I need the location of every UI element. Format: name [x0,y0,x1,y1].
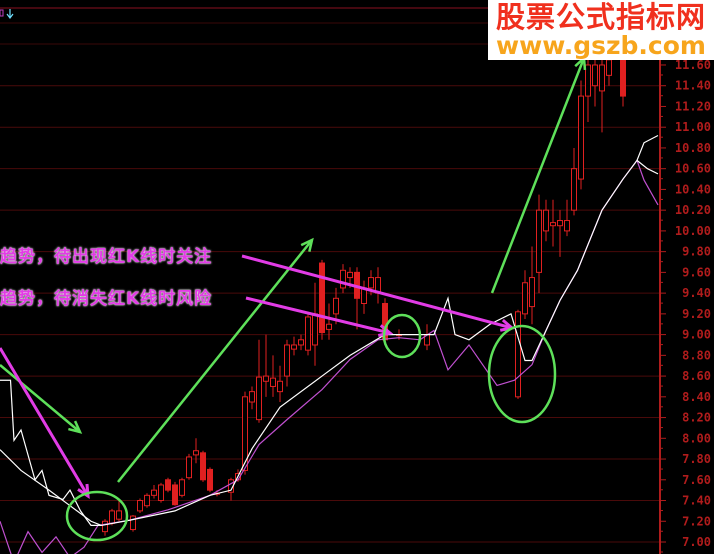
candle-up [109,510,115,524]
y-tick-label: 8.40 [682,390,711,404]
y-tick-label: 8.80 [682,348,711,362]
y-tick-label: 10.20 [675,203,711,217]
candle-up [536,209,542,273]
y-tick-label: 10.40 [675,182,711,196]
ma-fast-line-3 [636,159,659,175]
candle-up [368,277,374,289]
candle-up [158,484,164,502]
y-tick-label: 7.60 [682,473,711,487]
y-tick-label: 7.80 [682,452,711,466]
candle-up [312,313,318,346]
candle-down [319,262,325,334]
formula-box-icon [0,9,4,17]
green-arrow-up-1 [117,239,313,483]
candle-up [564,220,570,232]
candle-up [606,59,612,76]
candle-up [179,479,185,496]
candle-up [186,456,192,479]
candle-up [277,380,283,393]
ma-fast-line-2 [0,449,102,526]
y-tick-label: 10.00 [675,224,711,238]
watermark: 股票公式指标网 www.gszb.com [488,0,714,60]
pink-arrow-down-head [77,483,90,499]
y-tick-label: 9.80 [682,245,711,259]
y-tick-label: 9.00 [682,328,711,342]
annotation-risk: 趋势，待消失红K线时风险 [0,289,213,309]
y-tick-label: 11.20 [675,99,711,113]
highlight-circle-1 [65,490,129,542]
candle-down [200,452,206,481]
candle-down [172,484,178,506]
candle-up [340,269,346,289]
highlight-circle-2 [382,313,422,359]
candle-up [522,282,528,315]
candle-up [585,64,591,97]
candle-up [347,271,353,279]
candle-up [291,344,297,350]
down-arrow-icon [6,9,14,19]
y-tick-label: 11.00 [675,120,711,134]
y-tick-label: 8.00 [682,431,711,445]
candle-down [620,59,626,97]
y-tick-label: 7.20 [682,514,711,528]
green-arrow-down [0,364,81,433]
candle-up [333,297,339,315]
candle-up [193,450,199,456]
candle-up [592,64,598,87]
green-arrow-up-1-head [300,237,314,252]
pink-arrow-watch [241,254,513,330]
candle-down [207,468,213,491]
candle-up [515,311,521,398]
candle-up [543,209,549,232]
watermark-title: 股票公式指标网 [495,0,706,34]
green-arrow-down-head [68,420,83,434]
ma-fast-line [0,134,659,527]
y-tick-label: 8.20 [682,411,711,425]
candle-up [249,391,255,403]
candle-up [326,323,332,330]
candle-up [116,510,122,520]
y-tick-label: 8.60 [682,369,711,383]
candle-up [298,339,304,346]
candle-up [144,494,150,507]
pink-arrow-risk-head [377,324,394,337]
annotation-watch: 趋势，待出现红K线时关注 [0,247,213,267]
y-tick-label: 10.80 [675,141,711,155]
green-arrow-up-2 [490,57,586,294]
ma-slow-line [0,159,659,554]
y-tick-label: 7.40 [682,494,711,508]
candle-up [571,168,577,211]
y-tick-label: 10.60 [675,162,711,176]
candle-up [599,64,605,92]
pink-arrow-risk [245,296,391,335]
y-tick-label: 11.60 [675,58,711,72]
watermark-url: www.gszb.com [496,31,706,60]
pink-arrow-down [0,347,90,497]
y-tick-label: 11.40 [675,79,711,93]
candle-up [151,489,157,496]
candle-up [242,396,248,471]
candle-up [305,316,311,351]
candle-up [529,277,535,308]
y-tick-label: 7.00 [682,535,711,549]
candle-up [256,376,262,421]
candle-up [578,95,584,180]
candle-up [270,377,276,387]
candle-up [284,344,290,377]
highlight-circle-3 [487,324,557,424]
y-tick-label: 9.20 [682,307,711,321]
candle-up [557,220,563,227]
candle-up [263,375,269,382]
candle-up [102,520,108,533]
candle-up [550,222,556,227]
y-tick-label: 9.60 [682,265,711,279]
candle-up [130,515,136,531]
candle-down [165,479,171,491]
y-tick-label: 9.40 [682,286,711,300]
candle-up [137,500,143,512]
